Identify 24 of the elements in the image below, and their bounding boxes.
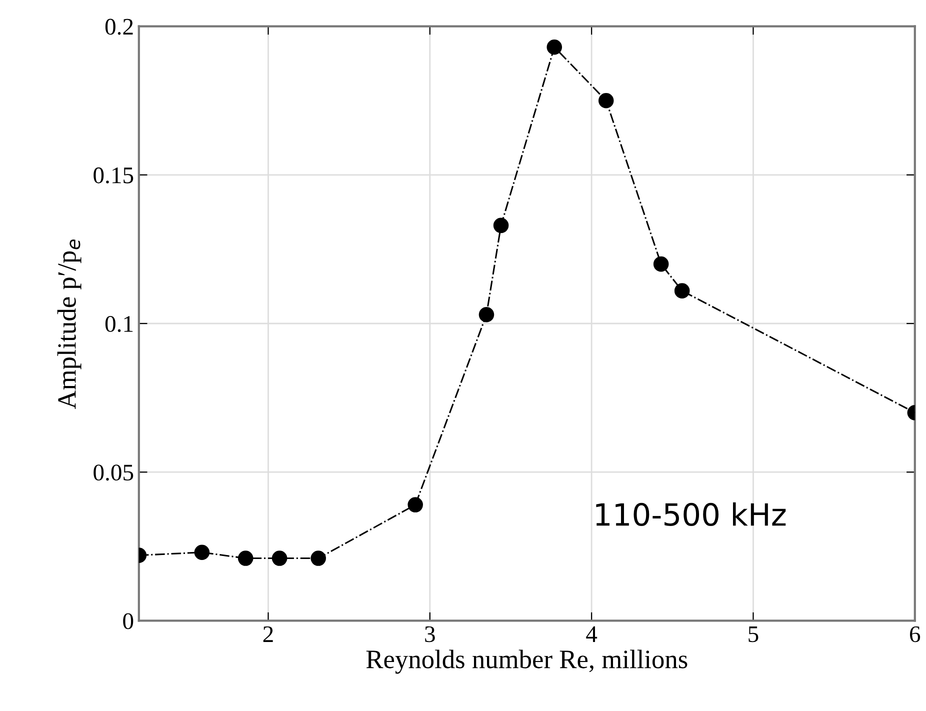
point — [272, 550, 288, 566]
point — [310, 550, 326, 566]
point — [194, 544, 210, 560]
x-tick-label: 5 — [748, 626, 758, 642]
y-axis-title: Amplitude p′/p$_{e}$ — [57, 240, 82, 410]
point — [546, 39, 562, 55]
point — [493, 218, 509, 234]
y-tick-label: 0.2 — [105, 18, 133, 35]
point — [598, 92, 614, 108]
x-tick-label: 4 — [586, 626, 598, 642]
y-tick-label: 0.15 — [94, 167, 134, 184]
y-tick-label: 0 — [123, 613, 134, 630]
y-tick-label: 0.1 — [105, 316, 133, 332]
point — [653, 256, 669, 272]
point — [478, 306, 494, 322]
y-tick-label: 0.05 — [94, 464, 134, 481]
x-tick-label: 3 — [425, 626, 435, 642]
x-tick-label: 2 — [263, 626, 273, 642]
x-axis-title: Reynolds number Re, millions — [366, 650, 688, 674]
annotation: 110-500 kHz — [596, 502, 786, 526]
x-tick-label: 6 — [910, 626, 920, 642]
point — [238, 550, 254, 566]
point — [408, 497, 423, 512]
point — [674, 283, 690, 298]
